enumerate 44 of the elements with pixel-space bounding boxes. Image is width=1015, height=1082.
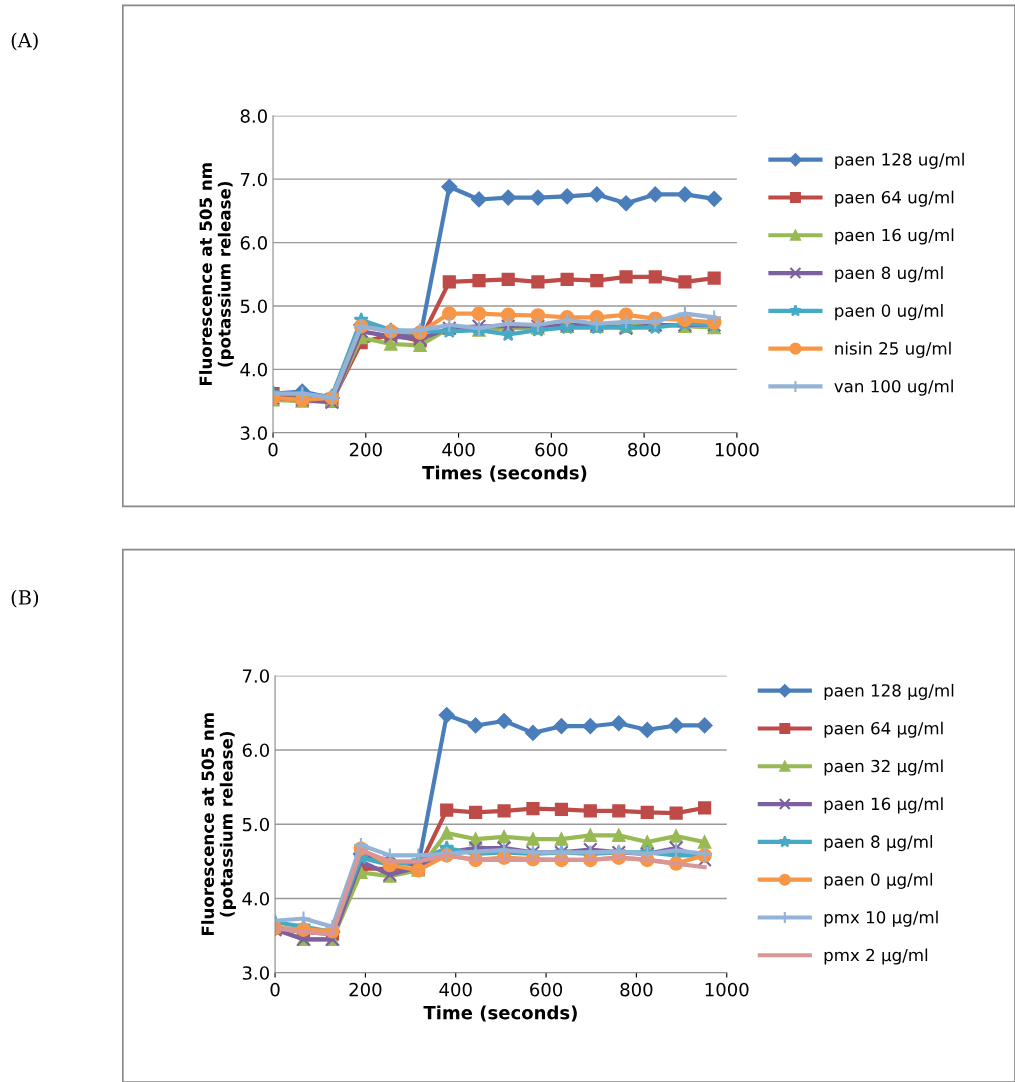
- legend-label: paen 64 µg/ml: [824, 721, 943, 738]
- y-axis-title: Fluorescence at 505 nm (potassium release): [201, 713, 236, 936]
- x-tick-label: 1000: [715, 442, 759, 457]
- y-tick-label: 6.0: [240, 236, 267, 250]
- legend-label: paen 0 ug/ml: [835, 304, 943, 321]
- x-tick-label: 400: [439, 982, 472, 997]
- y-tick-label: 8.0: [240, 109, 267, 123]
- y-tick-label: 3.0: [242, 966, 270, 980]
- x-tick-label: 1000: [705, 982, 749, 997]
- legend-label: paen 16 µg/ml: [824, 797, 943, 814]
- y-axis-title: Fluorescence at 505 nm (potassium release): [199, 163, 234, 386]
- legend-label: pmx 2 µg/ml: [824, 948, 928, 965]
- legend-label: paen 128 µg/ml: [824, 683, 954, 700]
- x-tick-label: 600: [530, 982, 563, 997]
- text: (A): [11, 32, 38, 51]
- legend-label: pmx 10 µg/ml: [824, 910, 938, 927]
- y-tick-label: 7.0: [242, 669, 270, 683]
- x-tick-label: 0: [268, 442, 278, 457]
- legend-label: paen 128 ug/ml: [835, 152, 964, 169]
- legend-label: paen 8 ug/ml: [835, 266, 943, 283]
- y-tick-label: 3.0: [240, 426, 267, 440]
- y-tick-label: 5.0: [242, 817, 270, 832]
- x-tick-label: 400: [442, 442, 475, 457]
- text: (B): [11, 589, 39, 608]
- legend-label: van 100 ug/ml: [834, 379, 953, 396]
- legend-label: paen 64 ug/ml: [835, 190, 954, 207]
- legend-label: paen 0 µg/ml: [824, 872, 933, 889]
- y-tick-label: 4.0: [242, 891, 270, 906]
- y-tick-label: 6.0: [242, 743, 270, 758]
- x-axis-title: Time (seconds): [423, 1005, 577, 1022]
- legend-label: paen 16 ug/ml: [835, 228, 954, 245]
- legend-label: nisin 25 ug/ml: [835, 341, 951, 358]
- y-tick-label: 7.0: [240, 172, 267, 187]
- x-axis-title: Times (seconds): [422, 465, 587, 482]
- y-tick-label: 4.0: [240, 362, 267, 377]
- x-tick-label: 800: [620, 982, 653, 997]
- legend-label: paen 8 µg/ml: [824, 835, 933, 852]
- x-tick-label: 200: [349, 442, 382, 457]
- x-tick-label: 800: [628, 442, 661, 457]
- x-tick-label: 0: [270, 982, 280, 997]
- x-tick-label: 200: [349, 982, 382, 997]
- y-tick-label: 5.0: [240, 299, 267, 314]
- legend-label: paen 32 µg/ml: [824, 759, 943, 776]
- x-tick-label: 600: [535, 442, 568, 457]
